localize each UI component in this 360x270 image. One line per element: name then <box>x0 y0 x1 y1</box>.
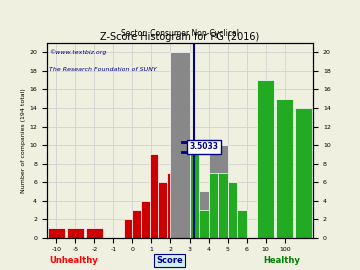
Text: 3.5033: 3.5033 <box>189 142 219 151</box>
Y-axis label: Number of companies (194 total): Number of companies (194 total) <box>22 88 26 193</box>
Bar <box>237 210 247 238</box>
Bar <box>171 52 189 238</box>
Bar <box>189 154 199 238</box>
Bar <box>199 210 208 238</box>
Bar <box>167 173 175 238</box>
Bar <box>218 173 228 238</box>
Bar <box>189 145 199 238</box>
Bar <box>295 108 312 238</box>
Text: ©www.textbiz.org: ©www.textbiz.org <box>49 49 107 55</box>
Bar <box>228 182 237 238</box>
Bar <box>67 228 84 238</box>
Text: The Research Foundation of SUNY: The Research Foundation of SUNY <box>49 66 157 72</box>
Bar <box>158 182 167 238</box>
Bar <box>48 228 65 238</box>
Text: Healthy: Healthy <box>263 256 300 265</box>
Bar <box>208 145 228 238</box>
Bar <box>199 191 208 238</box>
Bar <box>86 228 103 238</box>
Bar <box>276 99 293 238</box>
Bar <box>208 173 218 238</box>
Bar <box>141 201 149 238</box>
Text: Unhealthy: Unhealthy <box>49 256 98 265</box>
Bar <box>124 219 132 238</box>
Text: Sector: Consumer Non-Cyclical: Sector: Consumer Non-Cyclical <box>121 29 239 38</box>
Bar <box>175 210 184 238</box>
Bar <box>149 154 158 238</box>
Text: Score: Score <box>156 256 183 265</box>
Bar <box>257 80 274 238</box>
Bar <box>184 210 192 238</box>
Bar <box>132 210 141 238</box>
Title: Z-Score Histogram for PG (2016): Z-Score Histogram for PG (2016) <box>100 32 260 42</box>
